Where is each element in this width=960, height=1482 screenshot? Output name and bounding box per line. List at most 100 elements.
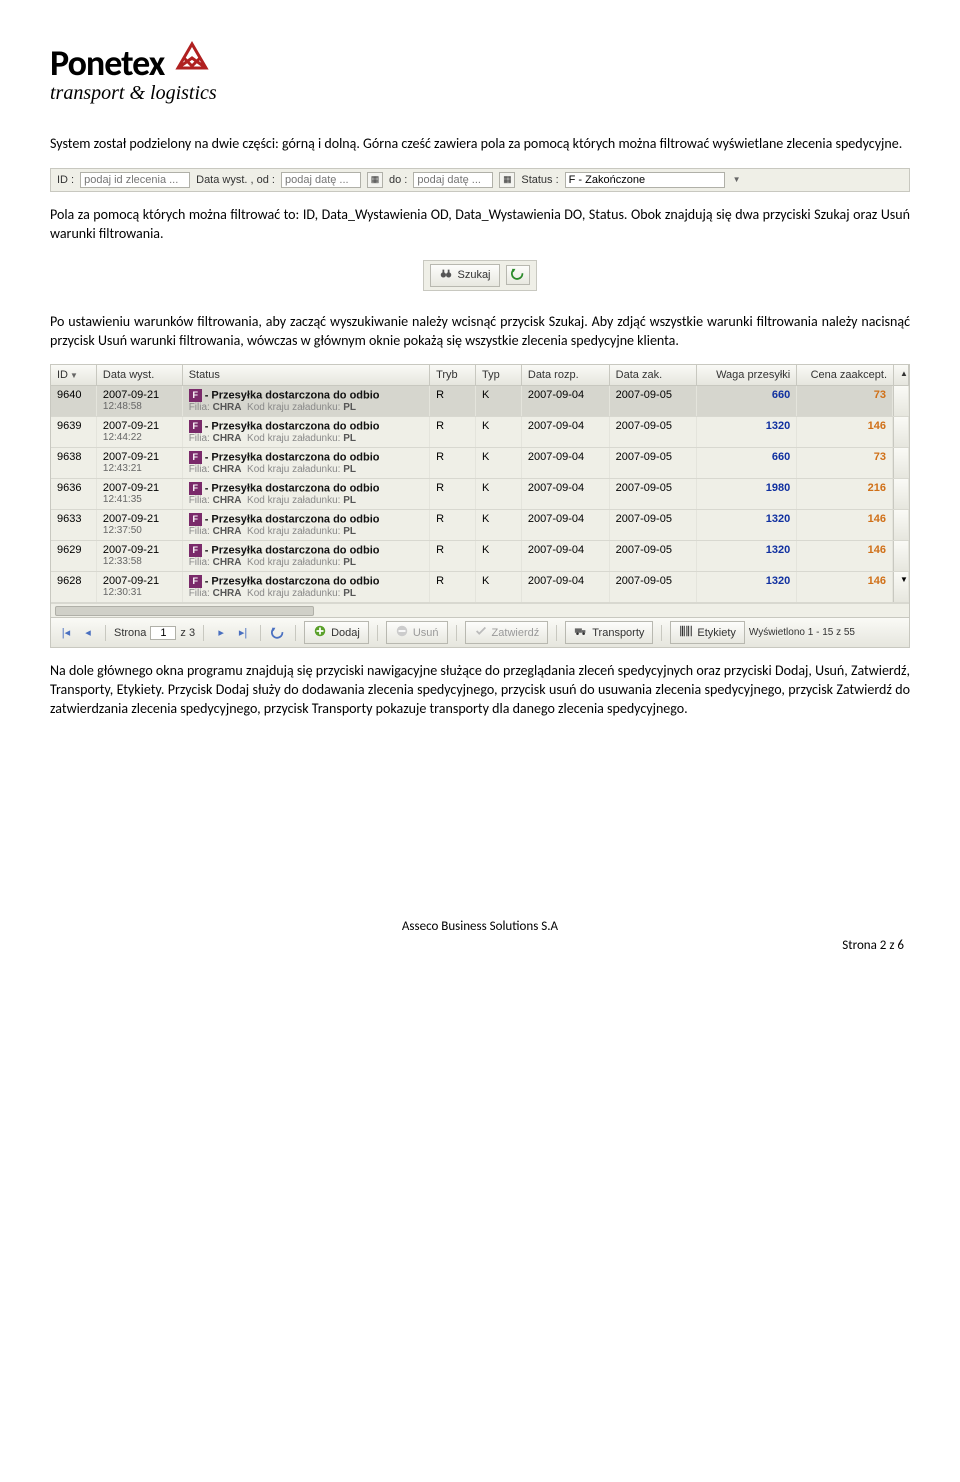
logo-text: Ponetex (50, 41, 164, 85)
date-from-input[interactable] (281, 172, 361, 188)
cell-cena: 146 (797, 510, 893, 540)
calendar-icon[interactable]: ▦ (367, 172, 383, 188)
add-button[interactable]: Dodaj (304, 621, 369, 644)
cell-date: 2007-09-2112:48:58 (97, 386, 183, 416)
envelope-icon (172, 40, 212, 86)
scrollbar-track[interactable] (893, 510, 909, 540)
status-badge-icon: F (189, 482, 202, 495)
cell-status: F- Przesyłka dostarczona do odbioFilia: … (183, 479, 430, 509)
cell-tryb: R (430, 386, 476, 416)
cell-date: 2007-09-2112:43:21 (97, 448, 183, 478)
col-cena[interactable]: Cena zaakcept. (797, 365, 893, 385)
date-to-input[interactable] (413, 172, 493, 188)
truck-icon (574, 624, 588, 641)
id-label: ID : (57, 174, 74, 186)
table-row[interactable]: 96362007-09-2112:41:35F- Przesyłka dosta… (51, 479, 909, 510)
grid-body: 96402007-09-2112:48:58 F- Przesyłka dosta… (51, 386, 909, 603)
table-row[interactable]: 96392007-09-2112:44:22F- Przesyłka dosta… (51, 417, 909, 448)
scrollbar-track[interactable] (893, 541, 909, 571)
chevron-down-icon[interactable]: ▼ (733, 175, 741, 184)
id-input[interactable] (80, 172, 190, 188)
search-button-label: Szukaj (457, 269, 490, 281)
col-status[interactable]: Status (183, 365, 430, 385)
col-data-rozp[interactable]: Data rozp. (522, 365, 610, 385)
barcode-icon (679, 624, 693, 641)
col-date[interactable]: Data wyst. (97, 365, 183, 385)
minus-icon (395, 624, 409, 641)
col-tryb[interactable]: Tryb (430, 365, 476, 385)
delete-button[interactable]: Usuń (386, 621, 448, 644)
clear-filter-button[interactable] (506, 265, 530, 285)
cell-id: 9639 (51, 417, 97, 447)
table-row[interactable]: 96402007-09-2112:48:58F- Przesyłka dosta… (51, 386, 909, 417)
cell-status: F- Przesyłka dostarczona do odbioFilia: … (183, 572, 430, 602)
refresh-button[interactable] (269, 624, 287, 642)
cell-tryb: R (430, 572, 476, 602)
calendar-icon[interactable]: ▦ (499, 172, 515, 188)
status-select[interactable] (565, 172, 725, 188)
filter-toolbar: ID : Data wyst. , od : ▦ do : ▦ Status :… (50, 168, 910, 192)
binoculars-icon (439, 267, 453, 284)
next-page-button[interactable]: ▸ (212, 624, 230, 642)
cell-zak: 2007-09-05 (610, 572, 698, 602)
orders-grid: ID▼ Data wyst. Status Tryb Typ Data rozp… (50, 364, 910, 648)
scrollbar-track[interactable]: ▼ (893, 572, 909, 602)
cell-tryb: R (430, 510, 476, 540)
cell-waga: 1980 (697, 479, 797, 509)
col-data-zak[interactable]: Data zak. (610, 365, 698, 385)
col-waga[interactable]: Waga przesyłki (697, 365, 797, 385)
transports-button[interactable]: Transporty (565, 621, 653, 644)
page-input[interactable] (150, 626, 176, 640)
cell-id: 9638 (51, 448, 97, 478)
cell-typ: K (476, 479, 522, 509)
paragraph-3: Po ustawieniu warunków filtrowania, aby … (50, 313, 910, 351)
date-to-label: do : (389, 174, 407, 186)
status-badge-icon: F (189, 575, 202, 588)
cell-id: 9640 (51, 386, 97, 416)
company-name: Asseco Business Solutions S.A (50, 919, 910, 934)
cell-waga: 660 (697, 448, 797, 478)
prev-page-button[interactable]: ◂ (79, 624, 97, 642)
cell-status: F- Przesyłka dostarczona do odbioFilia: … (183, 448, 430, 478)
cell-rozp: 2007-09-04 (522, 386, 610, 416)
table-row[interactable]: 96382007-09-2112:43:21F- Przesyłka dosta… (51, 448, 909, 479)
status-badge-icon: F (189, 389, 202, 402)
cell-rozp: 2007-09-04 (522, 572, 610, 602)
col-id[interactable]: ID▼ (51, 365, 97, 385)
table-row[interactable]: 96292007-09-2112:33:58F- Przesyłka dosta… (51, 541, 909, 572)
cell-zak: 2007-09-05 (610, 541, 698, 571)
cell-cena: 216 (797, 479, 893, 509)
scrollbar-track[interactable] (893, 448, 909, 478)
cell-date: 2007-09-2112:37:50 (97, 510, 183, 540)
status-label: Status : (521, 174, 558, 186)
cell-typ: K (476, 541, 522, 571)
table-row[interactable]: 96282007-09-2112:30:31F- Przesyłka dosta… (51, 572, 909, 603)
horizontal-scrollbar[interactable] (51, 603, 909, 617)
cell-rozp: 2007-09-04 (522, 510, 610, 540)
scroll-up-icon[interactable]: ▲ (893, 365, 909, 385)
scrollbar-track[interactable] (893, 479, 909, 509)
cell-tryb: R (430, 541, 476, 571)
status-badge-icon: F (189, 420, 202, 433)
status-badge-icon: F (189, 451, 202, 464)
labels-button[interactable]: Etykiety (670, 621, 745, 644)
shown-label: Wyświetlono 1 - 15 z 55 (749, 627, 855, 638)
status-badge-icon: F (189, 544, 202, 557)
cell-rozp: 2007-09-04 (522, 448, 610, 478)
cell-waga: 1320 (697, 417, 797, 447)
cell-status: F- Przesyłka dostarczona do odbioFilia: … (183, 510, 430, 540)
cell-typ: K (476, 510, 522, 540)
scrollbar-track[interactable] (893, 386, 909, 416)
first-page-button[interactable]: |◂ (57, 624, 75, 642)
cell-zak: 2007-09-05 (610, 510, 698, 540)
cell-id: 9628 (51, 572, 97, 602)
scrollbar-track[interactable] (893, 417, 909, 447)
page-number: Strona 2 z 6 (50, 938, 910, 953)
cell-waga: 1320 (697, 510, 797, 540)
col-typ[interactable]: Typ (476, 365, 522, 385)
approve-button[interactable]: Zatwierdź (465, 621, 549, 644)
last-page-button[interactable]: ▸| (234, 624, 252, 642)
cell-typ: K (476, 386, 522, 416)
table-row[interactable]: 96332007-09-2112:37:50F- Przesyłka dosta… (51, 510, 909, 541)
search-button[interactable]: Szukaj (430, 264, 499, 287)
